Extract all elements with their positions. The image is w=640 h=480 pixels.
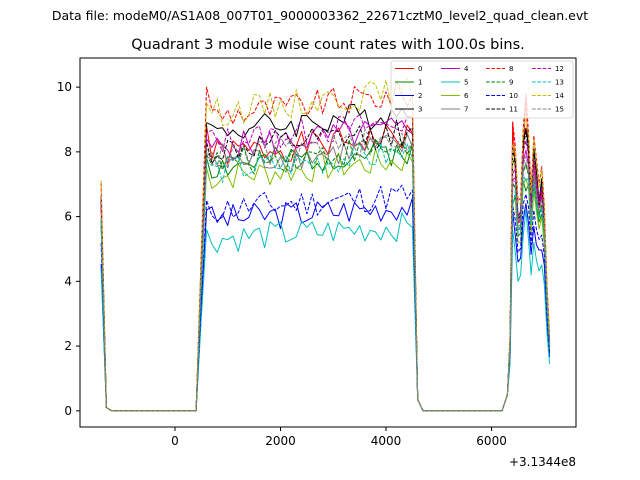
y-tick-label: 10 (57, 80, 72, 94)
legend-label-3: 3 (418, 106, 422, 114)
y-tick-label: 0 (64, 404, 72, 418)
y-tick-label: 6 (64, 210, 72, 224)
legend-label-2: 2 (418, 92, 422, 100)
legend-label-9: 9 (509, 79, 513, 87)
legend-label-12: 12 (555, 65, 564, 73)
series-line-9 (100, 139, 551, 412)
legend-label-8: 8 (509, 65, 513, 73)
legend-label-14: 14 (555, 92, 564, 100)
series-line-1 (100, 138, 551, 412)
legend-label-4: 4 (464, 65, 469, 73)
plot-area (100, 76, 551, 412)
series-line-0 (100, 96, 551, 412)
legend-label-11: 11 (509, 106, 518, 114)
x-tick-label: 4000 (371, 434, 402, 448)
y-tick-label: 2 (64, 339, 72, 353)
legend-label-5: 5 (464, 79, 468, 87)
series-line-5 (100, 209, 551, 412)
plot-frame (79, 57, 577, 428)
series-line-14 (100, 76, 551, 412)
legend-label-0: 0 (418, 65, 422, 73)
y-tick-label: 8 (64, 145, 72, 159)
legend-box (390, 60, 574, 119)
x-tick-label: 2000 (265, 434, 296, 448)
y-tick-label: 4 (64, 274, 72, 288)
axis-ticks: 0 2000 4000 6000 0 2 4 6 8 10 (57, 80, 507, 448)
chart-title: Quadrant 3 module wise count rates with … (131, 37, 525, 53)
series-line-8 (100, 80, 551, 412)
chart-suptitle: Data file: modeM0/AS1A08_007T01_90000033… (52, 8, 588, 23)
x-tick-label: 0 (171, 434, 179, 448)
legend-label-15: 15 (555, 106, 564, 114)
legend-label-1: 1 (418, 79, 422, 87)
series-line-15 (100, 128, 551, 412)
series-line-13 (100, 142, 551, 412)
series-line-7 (100, 133, 551, 412)
x-offset-label: +3.1344e8 (509, 455, 576, 469)
legend-label-13: 13 (555, 79, 564, 87)
series-line-4 (100, 117, 551, 412)
legend-label-10: 10 (509, 92, 518, 100)
series-line-10 (100, 184, 551, 412)
x-tick-label: 6000 (476, 434, 507, 448)
legend-label-7: 7 (464, 106, 468, 114)
series-line-6 (100, 148, 551, 412)
legend-label-6: 6 (464, 92, 469, 100)
series-line-12 (100, 114, 551, 412)
